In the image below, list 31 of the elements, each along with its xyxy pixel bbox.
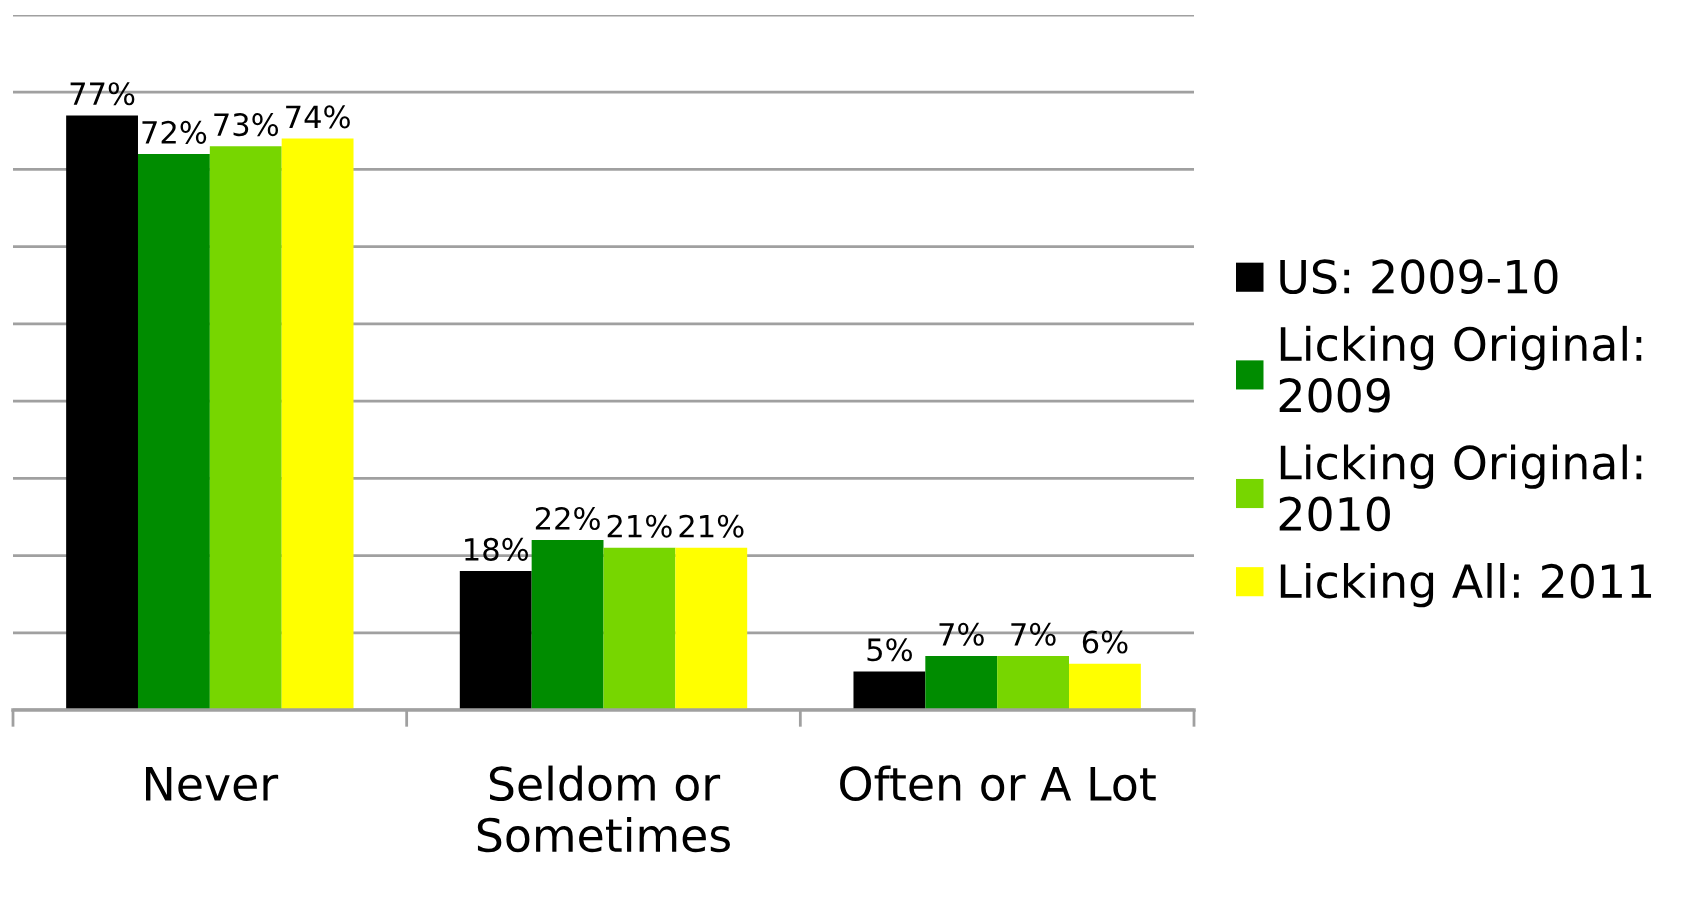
legend-label: Licking Original: 2009 — [1279, 325, 1642, 413]
legend-label: Licking Original: 2010 — [1279, 444, 1642, 532]
bar — [281, 138, 354, 710]
bar — [853, 671, 926, 710]
data-label: 22% — [535, 506, 600, 531]
legend-label: Licking All: 2011 — [1280, 563, 1652, 608]
bar — [675, 547, 748, 710]
data-label: 72% — [142, 120, 207, 144]
data-label: 73% — [214, 113, 279, 137]
data-label: 6% — [1082, 630, 1128, 654]
bar — [66, 115, 138, 710]
x-tick-label: Never — [146, 766, 279, 802]
bar — [603, 547, 676, 710]
bar — [925, 655, 998, 710]
data-label: 21% — [679, 514, 744, 538]
bar — [1069, 663, 1141, 710]
data-label: 7% — [1011, 622, 1056, 646]
data-label: 77% — [70, 82, 135, 106]
x-tick-label: Seldom or Sometimes — [477, 765, 730, 853]
data-label: 18% — [465, 537, 528, 561]
bar — [531, 540, 604, 710]
data-label: 7% — [939, 622, 984, 646]
bar — [459, 571, 532, 710]
bar — [137, 154, 210, 710]
bar — [997, 655, 1070, 710]
x-tick-label: Often or A Lot — [840, 765, 1156, 802]
bar — [209, 146, 282, 710]
data-label: 74% — [286, 105, 350, 129]
data-label: 5% — [867, 638, 912, 662]
data-label: 21% — [607, 514, 672, 538]
legend-label: US: 2009-10 — [1280, 259, 1558, 295]
